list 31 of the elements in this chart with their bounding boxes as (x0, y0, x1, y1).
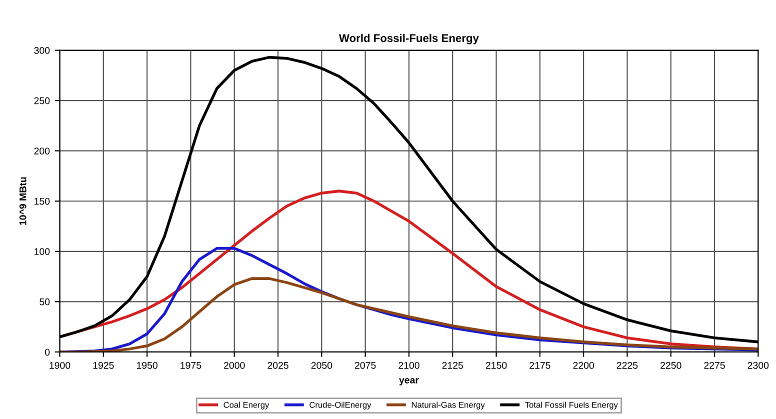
x-tick-label: 2100 (398, 362, 420, 369)
y-axis-title: 10^9 MBtu (19, 177, 26, 225)
legend-label: Total Fossil Fuels Energy (525, 402, 618, 410)
y-tick-label: 200 (34, 148, 50, 154)
y-tick-label: 0 (45, 348, 50, 356)
x-tick-label: 2200 (573, 362, 594, 369)
x-tick-label: 1925 (93, 362, 114, 369)
x-tick-label: 2150 (486, 362, 507, 369)
chart-title: World Fossil-Fuels Energy (338, 34, 479, 44)
x-tick-label: 2050 (311, 362, 332, 369)
x-tick-label: 1975 (180, 362, 202, 369)
x-tick-label: 2125 (442, 362, 464, 369)
y-tick-label: 250 (34, 97, 50, 104)
x-tick-label: 2250 (660, 362, 682, 369)
x-tick-label: 2075 (354, 362, 376, 369)
x-tick-label: 2175 (530, 362, 550, 369)
x-tick-label: 2225 (616, 362, 638, 369)
x-tick-label: 1900 (50, 362, 70, 369)
legend-label: Coal Energy (224, 402, 270, 410)
x-tick-label: 2025 (268, 362, 288, 369)
y-tick-label: 150 (34, 198, 50, 205)
y-tick-label: 300 (34, 47, 50, 54)
y-tick-label: 100 (34, 248, 50, 256)
x-tick-label: 2275 (704, 362, 725, 369)
x-tick-label: 2000 (224, 362, 245, 369)
y-tick-label: 50 (40, 298, 50, 306)
x-tick-label: 1950 (136, 362, 158, 369)
x-tick-label: 2300 (748, 362, 769, 369)
legend-label: Crude-OilEnergy (310, 402, 372, 410)
x-axis-title: year (399, 378, 419, 386)
legend-label: Natural-Gas Energy (412, 402, 485, 410)
